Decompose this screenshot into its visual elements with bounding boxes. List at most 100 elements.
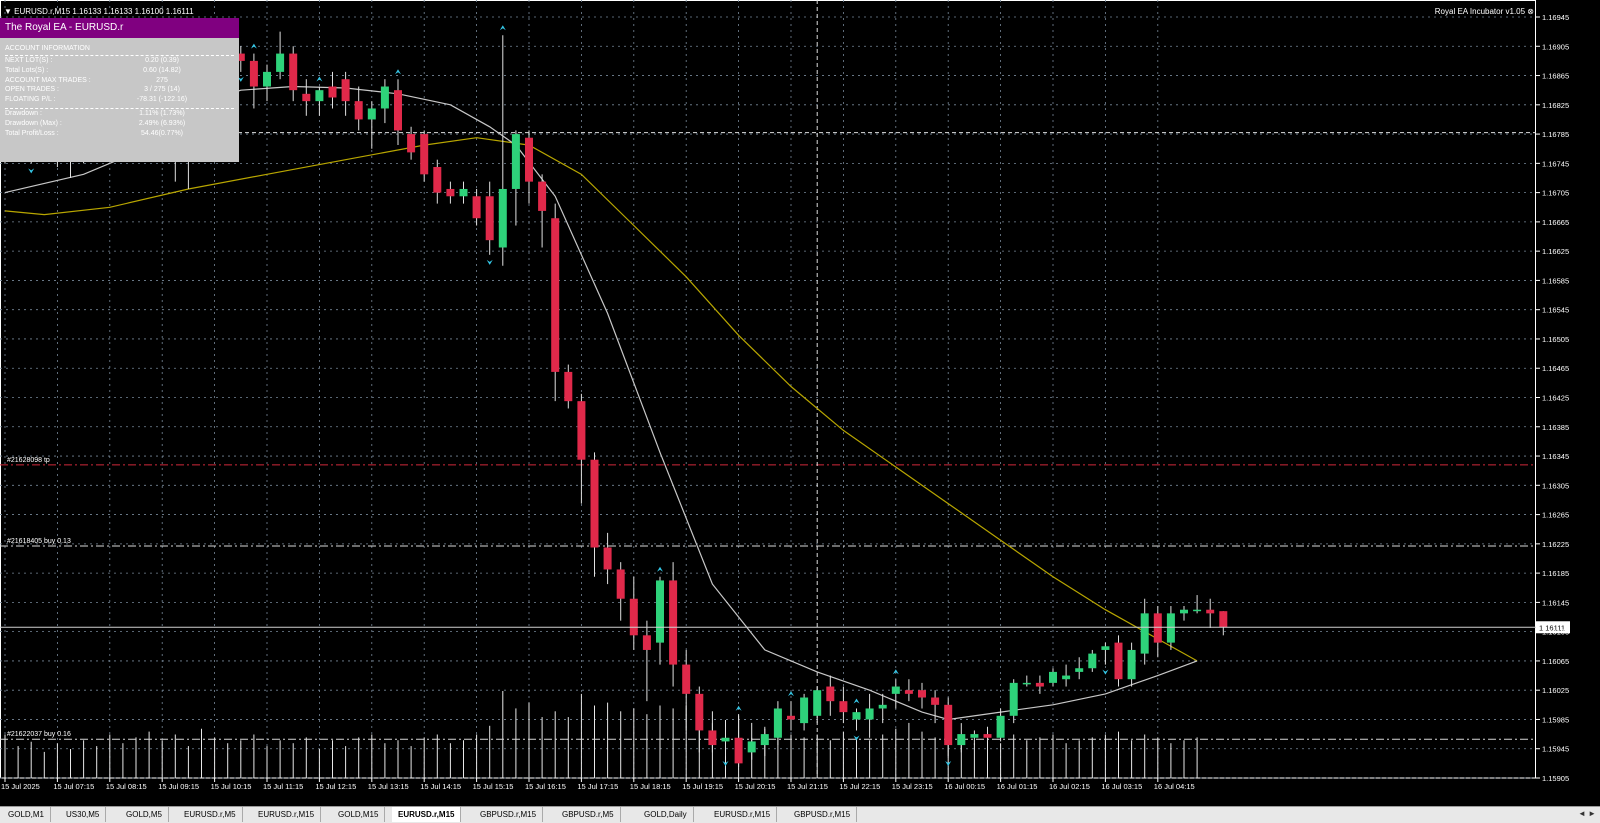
time-axis-label: 15 Jul 08:15 [106, 782, 147, 791]
price-axis-label: 1.16865 [1542, 72, 1569, 81]
chart-window[interactable]: #21628098 tp #21618405 buy 0.13 #21622037 … [0, 0, 1600, 806]
price-axis-label: 1.16825 [1542, 101, 1569, 110]
time-axis-label: 15 Jul 20:15 [735, 782, 776, 791]
bearish-candle [1219, 611, 1228, 628]
bullish-candle [865, 708, 874, 720]
bullish-candle [656, 580, 664, 643]
chart-tab[interactable]: GBPUSD.r,M15 [788, 807, 858, 822]
bearish-candle [603, 547, 612, 570]
ea-info-label: FLOATING P/L : [5, 96, 56, 104]
chart-tab[interactable]: EURUSD.r,M15 [252, 807, 322, 822]
price-axis-label: 1.16545 [1542, 306, 1569, 315]
bearish-candle [394, 90, 402, 131]
chart-tab[interactable]: EURUSD.r,M15 [392, 807, 462, 822]
bearish-candle [485, 196, 494, 241]
time-axis-label: 16 Jul 00:15 [944, 782, 985, 791]
time-axis-label: 15 Jul 17:15 [577, 782, 618, 791]
time-axis-label: 16 Jul 01:15 [997, 782, 1038, 791]
ea-info-row: FLOATING P/L : -78.31 (-122.16) [0, 95, 239, 105]
ea-info-value: 275 [156, 76, 168, 84]
bearish-candle [236, 53, 245, 61]
time-axis-label: 15 Jul 23:15 [892, 782, 933, 791]
chart-tab[interactable]: GBPUSD.r,M15 [474, 807, 544, 822]
ea-panel-title: The Royal EA - EURUSD.r [0, 18, 239, 38]
bearish-candle [642, 635, 651, 650]
chart-tab[interactable]: GOLD,Daily [638, 807, 694, 822]
bearish-candle [472, 196, 481, 219]
time-axis-label: 15 Jul 10:15 [211, 782, 252, 791]
price-axis-label: 1.16945 [1542, 13, 1569, 22]
bearish-candle [407, 134, 416, 153]
bullish-candle [747, 741, 756, 753]
signal-up-arrow [316, 76, 323, 82]
chart-symbol-header: ▼ EURUSD.r,M15 1.16133 1.16133 1.16100 1… [4, 7, 194, 16]
ea-info-value: 3 / 275 (14) [144, 86, 180, 94]
ea-rows: Drawdown : 1.11% (1.73%) Drawdown (Max) : 2… [0, 109, 239, 138]
indicator-name: Royal EA Incubator v1.05 [1434, 7, 1526, 16]
bullish-candle [1022, 682, 1031, 685]
ea-info-row: Drawdown (Max) : 2.49% (6.93%) [0, 119, 239, 129]
bearish-candle [695, 693, 704, 731]
ea-rows: NEXT LOT(S) : 0.20 (0.39) Total Lots(S) : 0… [0, 56, 239, 105]
bearish-candle [1206, 609, 1215, 614]
chart-tab[interactable]: GBPUSD.r,M5 [556, 807, 621, 822]
time-axis-label: 16 Jul 04:15 [1154, 782, 1195, 791]
bearish-candle [538, 181, 547, 211]
ea-separator [5, 107, 234, 109]
signal-up-arrow [735, 705, 742, 711]
chart-tab[interactable]: GOLD,M1 [2, 807, 52, 822]
ea-section-title: ACCOUNT INFORMATION [5, 45, 90, 52]
signal-up-arrow [892, 669, 899, 675]
current-price-label: 1.16111 [1539, 623, 1565, 632]
ea-info-panel: The Royal EA - EURUSD.r ACCOUNT INFORMAT… [0, 18, 239, 162]
price-axis-label: 1.16265 [1542, 511, 1569, 520]
bullish-candle [315, 90, 324, 102]
bearish-candle [420, 134, 429, 175]
signal-up-arrow [499, 25, 506, 31]
bullish-candle [511, 134, 520, 189]
ea-info-value: 54.46(0.77%) [140, 129, 184, 137]
chart-tab[interactable]: GOLD,M15 [332, 807, 386, 822]
bullish-candle [721, 737, 730, 742]
chart-tab[interactable]: EURUSD.r,M15 [708, 807, 778, 822]
bullish-candle [1009, 682, 1018, 716]
bullish-candle [891, 686, 900, 694]
bearish-candle [629, 598, 638, 636]
price-axis-label: 1.16585 [1542, 276, 1569, 285]
signal-up-arrow [788, 691, 794, 697]
close-icon[interactable]: ⊗ [1527, 7, 1534, 16]
chart-tab[interactable]: GOLD,M5 [120, 807, 170, 822]
bearish-candle [787, 715, 795, 720]
current-price-tag [1536, 621, 1570, 634]
bullish-candle [263, 71, 271, 87]
time-axis-label: 15 Jul 22:15 [839, 782, 880, 791]
price-axis-label: 1.15985 [1542, 715, 1569, 724]
ea-info-label: Total Profit/Loss : [5, 129, 59, 137]
bearish-candle [983, 734, 992, 738]
bullish-candle [1193, 609, 1202, 612]
price-chart[interactable]: #21628098 tp #21618405 buy 0.13 #21622037 … [0, 0, 1600, 806]
time-axis-label: 15 Jul 11:15 [263, 782, 303, 791]
bearish-candle [289, 53, 298, 91]
bullish-candle [996, 715, 1005, 738]
price-axis-label: 1.16665 [1542, 218, 1569, 227]
price-axis-label: 1.16705 [1542, 189, 1569, 198]
price-axis-label: 1.16385 [1542, 423, 1569, 432]
time-axis-label: 15 Jul 15:15 [473, 782, 514, 791]
chart-tabs-bar: ◄ ► GOLD,M1 US30,M5 GOLD,M5 EURUSD.r,M5 EURU… [0, 806, 1600, 823]
signal-down-arrow [853, 735, 860, 741]
bullish-candle [498, 188, 507, 248]
tab-scroll-arrows[interactable]: ◄ ► [1577, 809, 1596, 818]
price-axis-label: 1.16025 [1542, 686, 1569, 695]
chart-tab[interactable]: EURUSD.r,M5 [178, 807, 243, 822]
ea-info-row: Total Lots(S) : 0.60 (14.82) [0, 66, 239, 76]
bearish-candle [341, 79, 350, 102]
time-axis-label: 15 Jul 13:15 [368, 782, 409, 791]
bearish-candle [525, 137, 533, 182]
bullish-candle [380, 86, 389, 109]
bearish-candle [708, 730, 717, 746]
ea-info-row: Drawdown : 1.11% (1.73%) [0, 109, 239, 119]
chart-tab[interactable]: US30,M5 [60, 807, 107, 822]
bearish-candle [328, 86, 337, 98]
bullish-candle [1180, 609, 1188, 614]
